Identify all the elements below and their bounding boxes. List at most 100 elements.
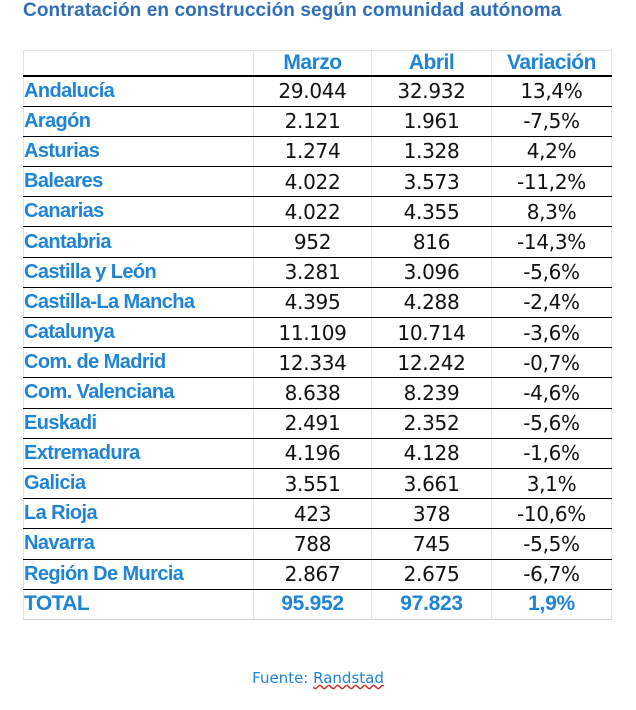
row-variacion: -7,5% (491, 106, 612, 137)
row-abril: 3.661 (371, 468, 492, 500)
row-region: Euskadi (23, 408, 254, 439)
row-marzo: 11.109 (253, 317, 372, 349)
row-marzo: 2.491 (253, 408, 372, 439)
row-abril: 32.932 (371, 76, 492, 107)
row-abril: 10.714 (371, 317, 492, 349)
source-prefix: Fuente: (252, 669, 314, 687)
header-region (23, 50, 254, 77)
row-region: Aragón (23, 106, 254, 137)
row-abril: 4.355 (371, 196, 492, 228)
total-row: TOTAL 95.952 97.823 1,9% (23, 589, 612, 620)
table-row: Aragón 2.121 1.961 -7,5% (23, 106, 612, 137)
table-row: Cantabria 952 816 -14,3% (23, 226, 612, 258)
header-abril: Abril (371, 50, 492, 77)
row-abril: 12.242 (371, 347, 492, 379)
header-variacion: Variación (491, 50, 612, 77)
row-variacion: -5,6% (491, 408, 612, 439)
row-variacion: -4,6% (491, 377, 612, 409)
row-marzo: 4.395 (253, 287, 372, 319)
row-abril: 1.328 (371, 136, 492, 168)
row-abril: 8.239 (371, 377, 492, 409)
row-abril: 1.961 (371, 106, 492, 137)
table-row: Galicia 3.551 3.661 3,1% (23, 468, 612, 500)
page-title: Contratación en construcción según comun… (23, 0, 562, 21)
row-variacion: -5,6% (491, 257, 612, 288)
row-region: Castilla-La Mancha (23, 287, 254, 319)
row-marzo: 8.638 (253, 377, 372, 409)
row-marzo: 3.281 (253, 257, 372, 288)
row-abril: 378 (371, 498, 492, 530)
row-variacion: -0,7% (491, 347, 612, 379)
table-row: Asturias 1.274 1.328 4,2% (23, 136, 612, 168)
table-header-row: Marzo Abril Variación (23, 50, 612, 77)
row-abril: 2.675 (371, 559, 492, 590)
row-abril: 2.352 (371, 408, 492, 439)
row-variacion: -14,3% (491, 226, 612, 258)
row-variacion: 3,1% (491, 468, 612, 500)
source-link[interactable]: Randstad (313, 669, 384, 687)
row-region: Com. de Madrid (23, 347, 254, 379)
row-abril: 4.288 (371, 287, 492, 319)
row-variacion: -11,2% (491, 166, 612, 198)
table-row: Catalunya 11.109 10.714 -3,6% (23, 317, 612, 349)
row-abril: 3.096 (371, 257, 492, 288)
row-region: Asturias (23, 136, 254, 168)
table-row: Navarra 788 745 -5,5% (23, 528, 612, 560)
row-region: Baleares (23, 166, 254, 198)
row-marzo: 2.121 (253, 106, 372, 137)
row-marzo: 423 (253, 498, 372, 530)
table-row: Baleares 4.022 3.573 -11,2% (23, 166, 612, 198)
row-marzo: 952 (253, 226, 372, 258)
row-variacion: -1,6% (491, 438, 612, 469)
row-region: Catalunya (23, 317, 254, 349)
table-row: Canarias 4.022 4.355 8,3% (23, 196, 612, 228)
row-marzo: 4.022 (253, 196, 372, 228)
row-marzo: 4.022 (253, 166, 372, 198)
row-region: Galicia (23, 468, 254, 500)
total-variacion: 1,9% (491, 589, 612, 620)
row-region: Cantabria (23, 226, 254, 258)
table-row: La Rioja 423 378 -10,6% (23, 498, 612, 530)
header-marzo: Marzo (253, 50, 372, 77)
row-marzo: 12.334 (253, 347, 372, 379)
row-marzo: 29.044 (253, 76, 372, 107)
row-abril: 4.128 (371, 438, 492, 469)
row-region: La Rioja (23, 498, 254, 530)
row-marzo: 2.867 (253, 559, 372, 590)
row-region: Castilla y León (23, 257, 254, 288)
table-row: Castilla y León 3.281 3.096 -5,6% (23, 257, 612, 288)
total-region: TOTAL (23, 589, 254, 620)
row-abril: 745 (371, 528, 492, 560)
row-variacion: -3,6% (491, 317, 612, 349)
row-variacion: 4,2% (491, 136, 612, 168)
table-row: Andalucía 29.044 32.932 13,4% (23, 76, 612, 107)
table-row: Com. de Madrid 12.334 12.242 -0,7% (23, 347, 612, 379)
row-region: Canarias (23, 196, 254, 228)
total-marzo: 95.952 (253, 589, 372, 620)
row-marzo: 788 (253, 528, 372, 560)
row-variacion: -5,5% (491, 528, 612, 560)
total-abril: 97.823 (371, 589, 492, 620)
table-row: Com. Valenciana 8.638 8.239 -4,6% (23, 377, 612, 409)
row-region: Com. Valenciana (23, 377, 254, 409)
row-marzo: 3.551 (253, 468, 372, 500)
row-variacion: -2,4% (491, 287, 612, 319)
contracts-table: Marzo Abril Variación Andalucía 29.044 32.… (23, 50, 612, 620)
row-variacion: 8,3% (491, 196, 612, 228)
row-variacion: -6,7% (491, 559, 612, 590)
row-marzo: 4.196 (253, 438, 372, 469)
row-marzo: 1.274 (253, 136, 372, 168)
row-variacion: -10,6% (491, 498, 612, 530)
row-abril: 3.573 (371, 166, 492, 198)
row-variacion: 13,4% (491, 76, 612, 107)
row-abril: 816 (371, 226, 492, 258)
table-row: Región De Murcia 2.867 2.675 -6,7% (23, 559, 612, 590)
row-region: Región De Murcia (23, 559, 254, 590)
row-region: Navarra (23, 528, 254, 560)
table-row: Euskadi 2.491 2.352 -5,6% (23, 408, 612, 439)
table-row: Castilla-La Mancha 4.395 4.288 -2,4% (23, 287, 612, 319)
row-region: Andalucía (23, 76, 254, 107)
row-region: Extremadura (23, 438, 254, 469)
source-note: Fuente: Randstad (0, 669, 636, 687)
table-row: Extremadura 4.196 4.128 -1,6% (23, 438, 612, 469)
